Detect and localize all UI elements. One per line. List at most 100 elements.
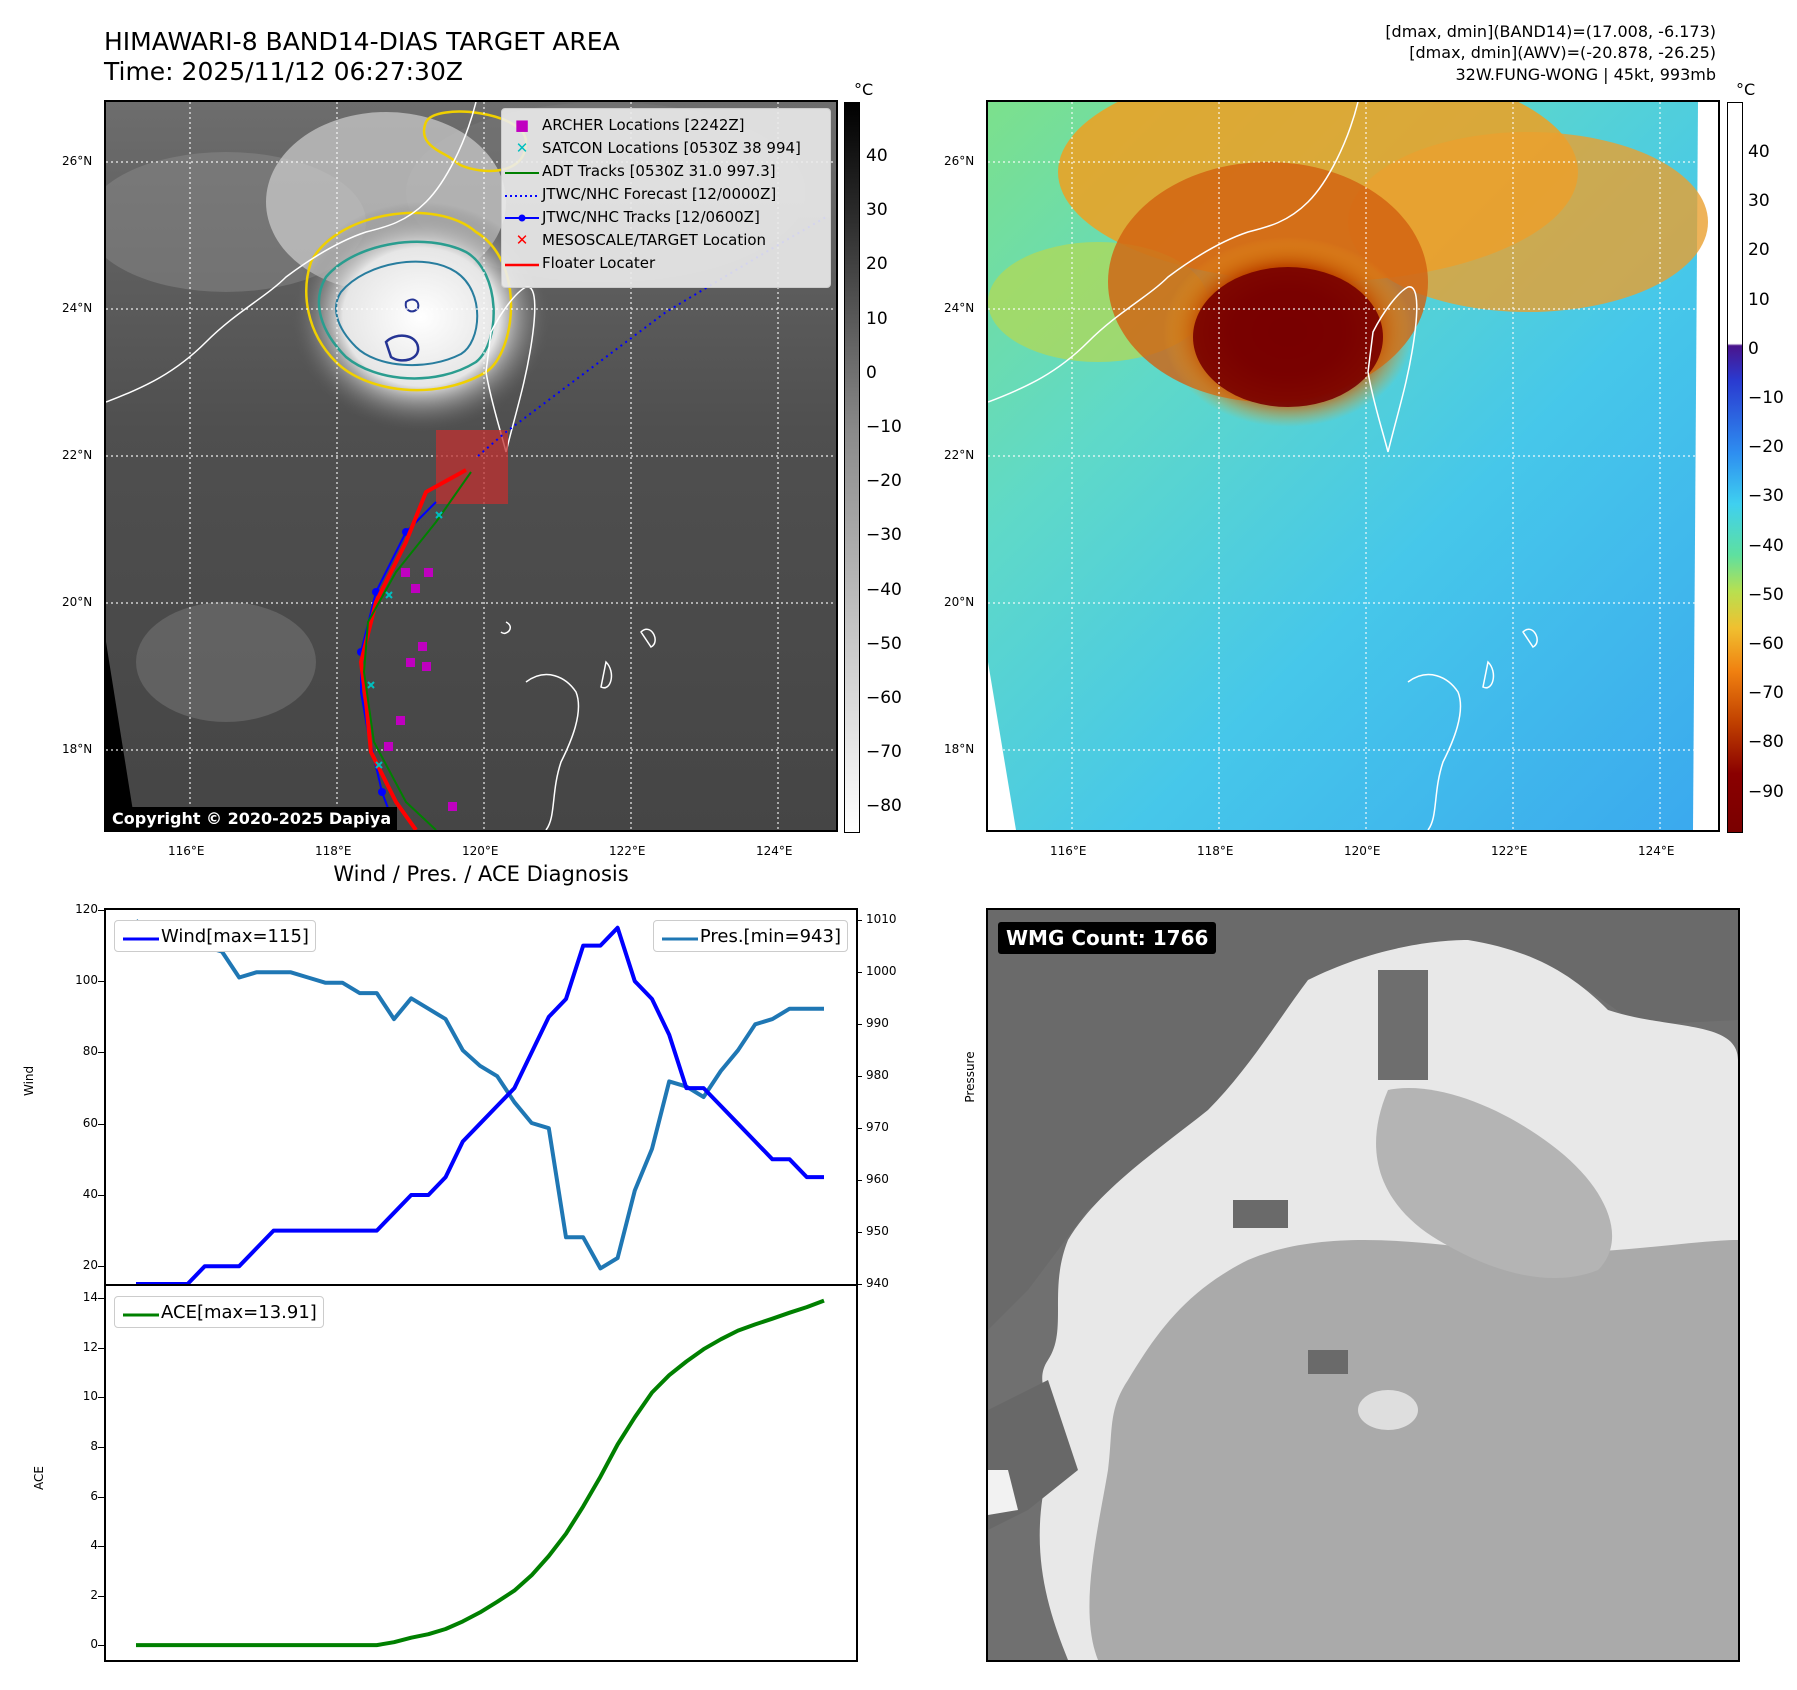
lat-label: 26°N — [62, 154, 93, 168]
pressure-tick-mark — [856, 1232, 862, 1234]
pressure-tick-label: 950 — [866, 1224, 889, 1239]
wind-tick-mark — [98, 910, 104, 911]
wmg-image — [988, 910, 1738, 1660]
lat-label: 24°N — [944, 301, 975, 315]
lat-label: 24°N — [62, 301, 93, 315]
lat-label: 20°N — [944, 595, 975, 609]
dotted-line-icon — [502, 185, 542, 203]
wind-tick-mark — [98, 1194, 104, 1196]
ace-tick-mark — [98, 1298, 104, 1300]
lon-label: 116°E — [168, 844, 205, 858]
x-marker-icon: ✕ — [515, 138, 529, 157]
wmg-count-badge: WMG Count: 1766 — [998, 922, 1217, 954]
wind-tick-label: 20 — [82, 1258, 98, 1273]
colorbar-tick-label: −80 — [1748, 732, 1784, 753]
colorbar-awv — [1727, 102, 1743, 833]
wind-line — [136, 925, 824, 1284]
wind-axis-label: Wind — [22, 1065, 36, 1096]
wind-pres-panel: Wind[max=115] Pres.[min=943] — [104, 908, 858, 1286]
colorbar-tick-label: 0 — [866, 362, 877, 383]
wmg-panel: WMG Count: 1766 — [986, 908, 1740, 1662]
colorbar-tick-label: 0 — [1748, 338, 1759, 359]
colorbar-tick-label: −50 — [1748, 584, 1784, 605]
pressure-tick-label: 990 — [866, 1016, 889, 1031]
colorbar-tick-label: −30 — [866, 525, 902, 546]
legend-item-floater: Floater Locater — [502, 251, 830, 274]
pressure-tick-mark — [856, 972, 862, 974]
wind-legend: Wind[max=115] — [114, 920, 316, 952]
colorbar-tick-label: 20 — [1748, 240, 1770, 261]
colorbar-tick-label: −10 — [1748, 388, 1784, 408]
legend-item-satcon: ✕ SATCON Locations [0530Z 38 994] — [502, 136, 830, 159]
wind-tick-label: 120 — [75, 902, 98, 916]
colorbar-tick-label: 10 — [866, 308, 888, 329]
ace-line — [136, 1298, 825, 1648]
colorbar-tick-label: −80 — [866, 796, 902, 817]
legend-item-adt: ADT Tracks [0530Z 31.0 997.3] — [502, 159, 830, 182]
legend-item-archer: ■ ARCHER Locations [2242Z] — [502, 113, 830, 136]
colorbar-tick-label: 10 — [1748, 289, 1770, 310]
wind-tick-mark — [98, 1123, 104, 1125]
chart-title: HIMAWARI-8 BAND14-DIAS TARGET AREA — [104, 27, 620, 56]
line-marker-icon — [121, 1302, 161, 1323]
info-awv: [dmax, dmin](AWV)=(-20.878, -26.25) — [1409, 43, 1716, 62]
ace-tick-label: 10 — [82, 1389, 98, 1404]
colorbar-tick-label: 40 — [866, 146, 888, 166]
wind-tick-mark — [98, 1052, 104, 1054]
pressure-tick-label: 960 — [866, 1172, 889, 1187]
x-marker-icon: ✕ — [515, 230, 529, 249]
colorbar-grayscale — [844, 102, 860, 833]
wind-tick-label: 60 — [82, 1115, 98, 1130]
colorbar-tick-label: 40 — [1748, 142, 1770, 162]
lat-label: 22°N — [62, 448, 93, 462]
ace-panel: ACE[max=13.91] — [104, 1284, 858, 1662]
pressure-tick-label: 1010 — [866, 912, 897, 927]
info-band14: [dmax, dmin](BAND14)=(17.008, -6.173) — [1385, 22, 1716, 41]
pressure-axis-label: Pressure — [963, 1051, 977, 1103]
lon-label: 122°E — [609, 844, 646, 858]
legend-item-mesoscale: ✕ MESOSCALE/TARGET Location — [502, 228, 830, 251]
colorbar-tick-label: 30 — [866, 200, 888, 221]
copyright-badge: Copyright © 2020-2025 Dapiya — [106, 807, 398, 830]
line-marker-icon — [502, 254, 542, 272]
lon-label: 116°E — [1050, 844, 1087, 858]
ace-tick-label: 6 — [90, 1488, 98, 1503]
lat-label: 26°N — [944, 154, 975, 168]
wind-tick-label: 100 — [75, 973, 98, 988]
colorbar-tick-label: −70 — [866, 742, 902, 763]
colorbar-tick-label: −10 — [866, 417, 902, 437]
colorbar-tick-label: −70 — [1748, 683, 1784, 704]
colorbar-tick-label: −40 — [1748, 535, 1784, 556]
colorbar-tick-label: 30 — [1748, 191, 1770, 212]
map-legend: ■ ARCHER Locations [2242Z] ✕ SATCON Locati… — [501, 108, 831, 288]
colorbar-tick-label: −90 — [1748, 781, 1784, 802]
ace-tick-label: 0 — [90, 1637, 98, 1652]
line-marker-icon — [502, 162, 542, 180]
lat-label: 18°N — [62, 742, 93, 756]
wind-tick-label: 80 — [82, 1044, 98, 1059]
lat-label: 18°N — [944, 742, 975, 756]
line-marker-icon — [660, 926, 700, 947]
colorbar-unit: °C — [1736, 80, 1756, 99]
ace-tick-label: 2 — [90, 1587, 98, 1602]
colorbar-unit: °C — [854, 80, 874, 99]
wind-pres-plot — [134, 919, 824, 1284]
ace-tick-label: 14 — [82, 1290, 98, 1305]
pressure-tick-mark — [856, 1180, 862, 1182]
square-marker-icon: ■ — [514, 115, 530, 134]
map-awv-panel — [986, 100, 1720, 832]
pressure-tick-mark — [856, 920, 862, 922]
chart-time: Time: 2025/11/12 06:27:30Z — [104, 57, 463, 86]
ace-tick-mark — [98, 1446, 104, 1448]
wind-tick-mark — [98, 1266, 104, 1268]
ace-tick-label: 8 — [90, 1438, 98, 1453]
ace-tick-mark — [98, 1496, 104, 1498]
lat-label: 22°N — [944, 448, 975, 462]
lon-label: 124°E — [1638, 844, 1675, 858]
colorbar-tick-label: −60 — [1748, 634, 1784, 654]
ace-plot — [136, 1298, 825, 1648]
colorbar-tick-label: −40 — [866, 579, 902, 600]
map-ir-panel: Copyright © 2020-2025 Dapiya ■ ARCHER Loc… — [104, 100, 838, 832]
legend-item-jtwc-tracks: JTWC/NHC Tracks [12/0600Z] — [502, 205, 830, 228]
colorbar-tick-label: 20 — [866, 254, 888, 275]
